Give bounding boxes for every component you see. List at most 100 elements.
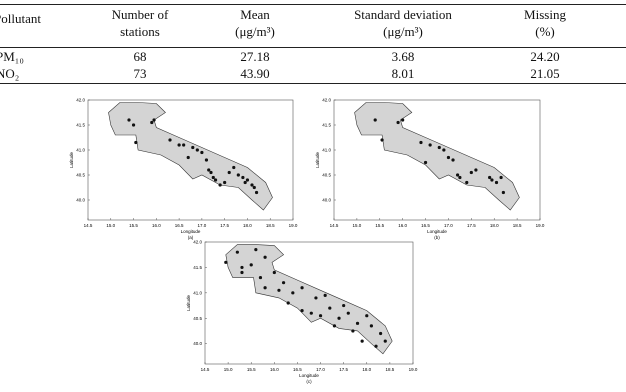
x-tick-label: 18.0: [490, 223, 499, 228]
header-cell: Missing: [524, 7, 566, 22]
map-plot: 14.5 15.0 15.5 16.0 16.5 17.0 17.5 18.0 18.5 19.0…: [186, 240, 418, 385]
table-cell: 8.01: [391, 66, 415, 81]
y-tick-label: 40.0: [193, 341, 202, 346]
station-marker: [240, 265, 244, 270]
header-cell: (%): [535, 24, 555, 39]
station-marker: [177, 143, 181, 147]
station-marker: [469, 170, 473, 175]
x-tick-label: 17.5: [220, 223, 229, 228]
station-marker: [423, 160, 428, 165]
station-marker: [337, 316, 341, 320]
x-tick-label: 16.0: [152, 223, 161, 228]
station-marker: [309, 311, 313, 315]
station-marker: [332, 324, 337, 328]
y-tick-label: 41.5: [76, 123, 85, 128]
x-tick-label: 15.0: [224, 367, 233, 372]
station-marker: [428, 143, 432, 147]
station-marker: [258, 275, 263, 280]
header-cell: (μg/m³): [235, 24, 275, 39]
station-marker: [224, 260, 228, 264]
x-tick-label: 16.5: [293, 367, 302, 372]
header-cell: Mean: [240, 7, 270, 22]
table-cell: 43.90: [240, 66, 270, 81]
station-marker: [328, 306, 332, 310]
station-marker: [458, 175, 462, 180]
station-marker: [204, 158, 209, 162]
station-marker: [383, 339, 387, 343]
station-marker: [490, 178, 494, 182]
station-marker: [318, 314, 323, 318]
station-marker: [360, 339, 364, 343]
x-tick-label: 15.0: [106, 223, 115, 228]
x-tick-label: 18.0: [362, 367, 371, 372]
station-marker: [254, 248, 258, 252]
station-marker: [218, 183, 222, 187]
x-tick-label: 16.5: [421, 223, 430, 228]
y-axis-label: Latitude: [315, 151, 320, 168]
x-tick-label: 14.5: [330, 223, 339, 228]
table-rule: [0, 83, 626, 84]
station-marker: [263, 286, 267, 290]
header-cell: Number of: [111, 7, 169, 22]
station-marker: [300, 286, 304, 290]
station-marker: [365, 314, 369, 318]
y-tick-label: 40.5: [193, 316, 202, 321]
table-cell: 68: [133, 49, 147, 64]
map-plot: 14.5 15.0 15.5 16.0 16.5 17.0 17.5 18.0 18.5 19.0…: [315, 98, 545, 241]
station-marker: [286, 301, 290, 305]
station-marker: [235, 250, 239, 254]
y-axis-label: Latitude: [69, 151, 74, 168]
table-rule: [0, 47, 626, 48]
region-outline: [108, 102, 273, 211]
station-marker: [465, 180, 469, 185]
station-marker: [369, 324, 373, 328]
station-marker: [134, 140, 138, 145]
table-rule: [0, 4, 626, 5]
station-marker: [263, 255, 267, 259]
x-tick-label: 16.0: [270, 367, 279, 372]
x-tick-label: 14.5: [201, 367, 210, 372]
region-outline: [225, 244, 393, 355]
station-marker: [314, 296, 318, 300]
station-marker: [499, 175, 503, 180]
figure-caption: (b): [434, 235, 440, 240]
x-axis-label: Longitude: [427, 229, 447, 234]
table-cell: 24.20: [530, 49, 560, 64]
station-marker: [232, 165, 236, 170]
station-marker: [252, 185, 256, 190]
station-marker: [211, 175, 215, 180]
y-tick-label: 41.0: [193, 290, 202, 295]
station-marker: [240, 270, 244, 275]
station-marker: [200, 150, 204, 155]
station-marker: [195, 148, 199, 152]
x-tick-label: 18.5: [266, 223, 275, 228]
table-cell: PM₁₀: [0, 49, 24, 64]
table-cell: 27.18: [240, 49, 270, 64]
station-marker: [373, 118, 377, 122]
table-cell: NO₂: [0, 66, 20, 81]
y-tick-label: 40.0: [76, 198, 85, 203]
station-marker: [243, 180, 247, 185]
station-marker: [419, 140, 423, 145]
y-axis-label: Latitude: [186, 294, 191, 311]
station-marker: [446, 155, 451, 160]
station-marker: [374, 344, 378, 348]
x-tick-label: 19.0: [536, 223, 545, 228]
x-tick-label: 17.5: [339, 367, 348, 372]
x-tick-label: 17.0: [198, 223, 207, 228]
y-tick-label: 40.0: [322, 198, 331, 203]
station-marker: [501, 190, 505, 195]
station-marker: [291, 291, 295, 295]
y-tick-label: 40.5: [76, 173, 85, 178]
station-marker: [488, 175, 492, 180]
header-cell: stations: [120, 24, 160, 39]
station-marker: [281, 281, 286, 285]
station-marker: [474, 168, 478, 172]
station-marker: [127, 118, 131, 122]
y-tick-label: 40.5: [322, 173, 331, 178]
station-marker: [456, 173, 460, 177]
x-tick-label: 14.5: [84, 223, 93, 228]
station-marker: [380, 138, 384, 142]
table-cell: 73: [133, 66, 147, 81]
station-marker: [245, 178, 250, 182]
